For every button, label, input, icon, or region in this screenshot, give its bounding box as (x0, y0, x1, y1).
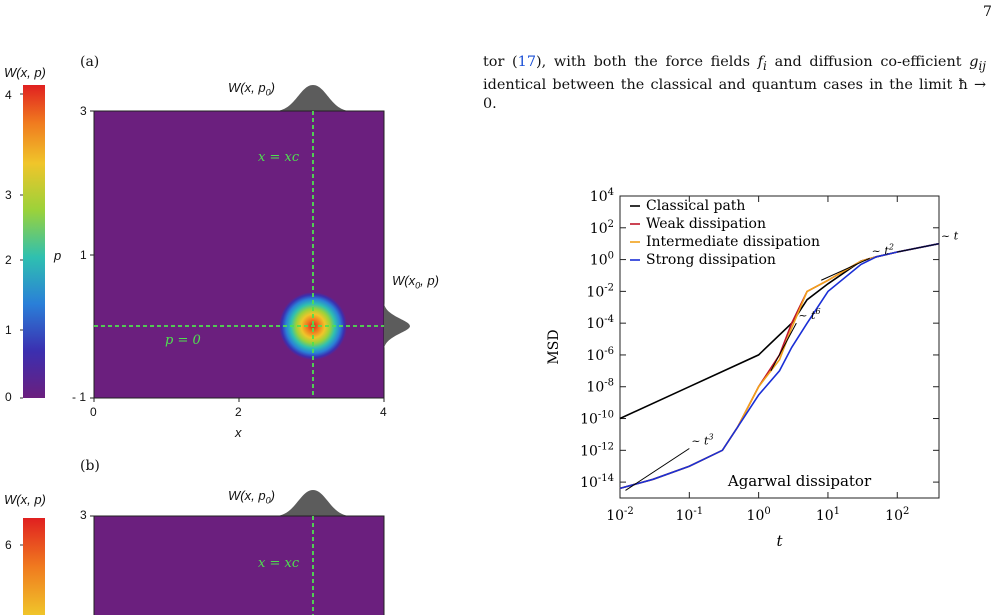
colorbar-a-tick: 3 (5, 188, 12, 202)
msd-svg: 10-2 10-1 100 101 102 104 102 100 10-2 10-4 10-6 10… (546, 187, 959, 550)
colorbar-a-tick: 1 (5, 323, 12, 337)
colorbar-a-tick: 2 (5, 253, 12, 267)
colorbar-a (23, 85, 45, 398)
y-tick-label: 10-4 (586, 314, 614, 332)
series-line (619, 242, 940, 420)
text-part: ), with both the force fields (535, 54, 758, 70)
ytick-b: 3 (80, 508, 87, 522)
x-tick-label: 102 (885, 506, 909, 524)
legend-label: Strong dissipation (646, 252, 776, 268)
ytick-a: - 1 (72, 390, 87, 404)
colorbar-b-title: W(x, p) (4, 492, 46, 507)
x-tick-label: 100 (747, 506, 771, 524)
top-marginal-b-label: W(x, p0) (228, 488, 275, 506)
y-tick-label: 10-10 (580, 410, 614, 428)
ytick-a: 1 (80, 248, 87, 262)
top-marginal-b (275, 490, 351, 516)
ytick-a: 3 (80, 104, 87, 118)
ylabel-a: p (54, 248, 62, 263)
page-number: 7 (983, 4, 992, 20)
y-tick-label: 10-12 (580, 441, 614, 459)
y-tick-label: 10-8 (586, 378, 614, 396)
panel-b-figure (20, 490, 385, 615)
colorbar-a-tick: 4 (5, 88, 12, 102)
subscript-i: i (763, 58, 767, 73)
plot-frame (619, 195, 940, 499)
colorbar-a-title: W(x, p) (4, 65, 46, 80)
citation-link[interactable]: 17 (517, 54, 536, 70)
guide-label: ~ t2 (872, 242, 894, 257)
guide-line (821, 257, 870, 281)
y-axis-label: MSD (546, 329, 562, 364)
panel-a-tag: (a) (80, 54, 100, 70)
guide-line (770, 322, 797, 372)
guide-label: ~ t (941, 230, 959, 243)
y-tick-label: 102 (590, 219, 614, 237)
subscript-ij: ij (978, 58, 986, 73)
guide-label: ~ t3 (691, 433, 713, 448)
x-tick-label: 10-1 (676, 506, 704, 524)
hline-a-label: p = 0 (165, 333, 201, 348)
guide-line (897, 243, 940, 253)
legend-label: Classical path (646, 198, 745, 214)
y-tick-label: 10-14 (580, 473, 614, 491)
right-marginal-a (384, 302, 410, 350)
right-marginal-a-label: W(x0, p) (392, 273, 439, 291)
y-tick-label: 10-6 (586, 346, 614, 364)
heatmap-b (93, 515, 385, 615)
xtick-a: 0 (90, 405, 97, 419)
x-tick-label: 101 (816, 506, 840, 524)
panel-b-tag: (b) (80, 458, 100, 474)
text-part: tor ( (483, 54, 518, 70)
series-line (619, 242, 940, 490)
top-marginal-a-label: W(x, p0) (228, 80, 275, 98)
symbol-g: g (969, 54, 979, 70)
colorbar-a-tick: 0 (5, 390, 12, 404)
x-axis-label: t (776, 532, 783, 550)
y-tick-label: 104 (590, 187, 614, 205)
vline-b-label: x = xc (258, 556, 300, 571)
y-tick-label: 100 (590, 251, 614, 269)
body-paragraph: tor (17), with both the force fields fi … (483, 53, 986, 114)
heatmap-a (93, 110, 385, 399)
guide-label: ~ t6 (798, 307, 820, 322)
x-tick-label: 10-2 (606, 506, 634, 524)
symbol-f: f (757, 54, 764, 70)
series-line (619, 242, 940, 490)
xlabel-a: x (235, 425, 242, 440)
top-marginal-a (275, 85, 351, 111)
legend-label: Weak dissipation (646, 216, 766, 232)
xtick-a: 2 (235, 405, 242, 419)
chart-annotation: Agarwal dissipator (727, 472, 872, 490)
guide-line (625, 448, 690, 491)
vline-a-label: x = xc (258, 150, 300, 165)
colorbar-b (23, 518, 45, 615)
xtick-a: 4 (380, 405, 387, 419)
legend-label: Intermediate dissipation (646, 234, 820, 250)
series-line (619, 242, 940, 490)
y-tick-label: 10-2 (586, 282, 614, 300)
msd-chart: 10-2 10-1 100 101 102 104 102 100 10-2 10-4 10-6 10… (520, 180, 960, 594)
panel-a-figure (20, 85, 410, 402)
text-part: identical between the classical and quan… (483, 76, 986, 112)
text-part: and diffusion co-efficient (766, 54, 970, 70)
colorbar-b-tick: 6 (5, 538, 12, 552)
